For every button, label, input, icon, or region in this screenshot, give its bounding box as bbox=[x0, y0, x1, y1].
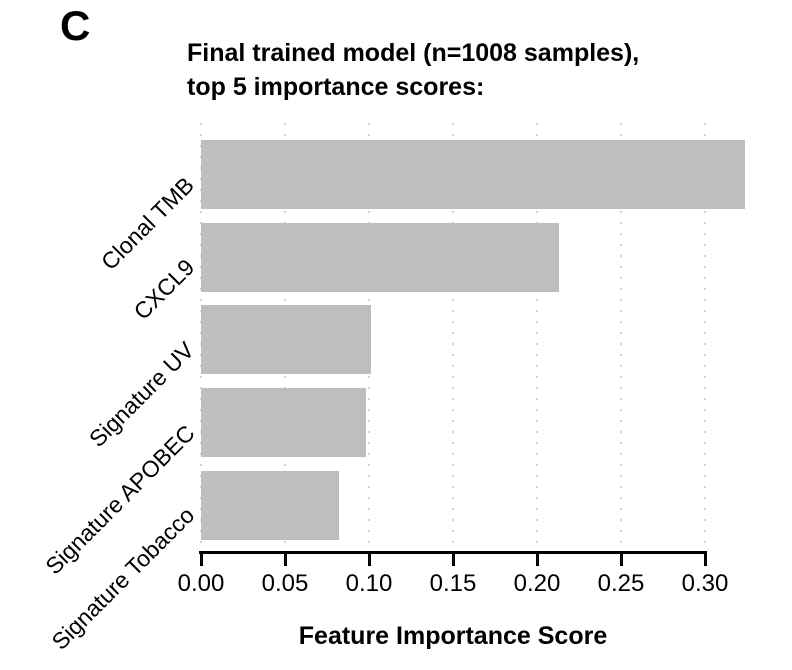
grid-line bbox=[536, 123, 538, 549]
bar bbox=[201, 223, 559, 292]
x-tick-mark bbox=[367, 553, 371, 566]
bar bbox=[201, 388, 366, 457]
grid-line bbox=[620, 123, 622, 549]
x-tick-label: 0.30 bbox=[681, 570, 729, 597]
panel-letter: C bbox=[60, 2, 91, 49]
x-tick-label: 0.10 bbox=[345, 570, 393, 597]
x-tick-label: 0.00 bbox=[177, 570, 225, 597]
x-tick-mark bbox=[199, 553, 203, 566]
x-tick-mark bbox=[535, 553, 539, 566]
grid-line bbox=[452, 123, 454, 549]
x-tick-label: 0.20 bbox=[513, 570, 561, 597]
x-tick-mark bbox=[283, 553, 287, 566]
chart-title-line2: top 5 importance scores: bbox=[187, 73, 485, 101]
bar bbox=[201, 140, 745, 209]
bar bbox=[201, 305, 371, 374]
bar bbox=[201, 471, 339, 540]
x-tick-mark bbox=[451, 553, 455, 566]
chart-title: Final trained model (n=1008 samples), to… bbox=[187, 36, 639, 104]
x-tick-mark bbox=[619, 553, 623, 566]
x-axis-title: Feature Importance Score bbox=[298, 622, 608, 650]
x-tick-mark bbox=[703, 553, 707, 566]
category-label: CXCL9 bbox=[128, 253, 200, 325]
x-tick-label: 0.05 bbox=[261, 570, 309, 597]
category-label: Signature APOBEC bbox=[39, 419, 200, 580]
grid-line bbox=[704, 123, 706, 549]
x-tick-label: 0.25 bbox=[597, 570, 645, 597]
x-tick-label: 0.15 bbox=[429, 570, 477, 597]
chart-title-line1: Final trained model (n=1008 samples), bbox=[187, 39, 640, 67]
x-axis-line bbox=[199, 551, 707, 554]
